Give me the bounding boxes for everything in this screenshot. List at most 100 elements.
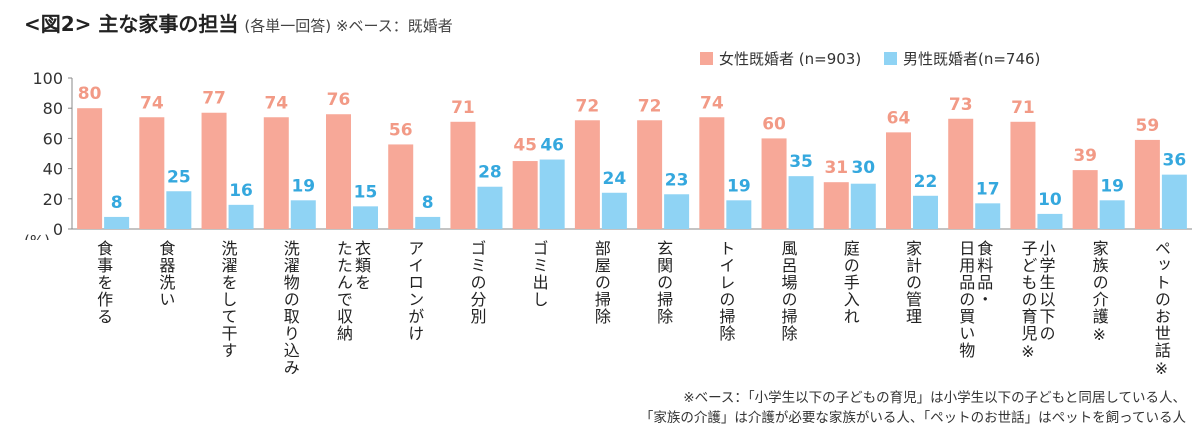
bar-female [77,108,103,229]
value-label-male: 19 [1100,176,1124,196]
bar-male [353,206,378,229]
x-tick-label: 玄関の掃除 [654,240,674,325]
value-label-female: 77 [202,89,226,109]
bar-male [913,195,938,229]
bar-male [788,176,814,229]
bar-male [290,200,316,229]
x-tick-label: 食器洗い [156,240,176,308]
x-tick-label: 洗濯をして干す [218,240,238,359]
x-tick-label: ゴミ出し [529,240,549,308]
bar-female [637,120,663,229]
footnote: ※ベース：「小学生以下の子どもの育児」は小学生以下の子どもと同居している人、 「… [640,388,1186,428]
x-tick-label: 食料品・ 日用品の買い物 [956,240,994,359]
legend-item-male: 男性既婚者(n=746) [883,48,1041,69]
bar-male [1099,200,1125,229]
bar-female [388,144,414,229]
value-label-female: 74 [140,93,164,113]
value-label-male: 8 [111,193,123,213]
x-tick-label: 部屋の掃除 [591,240,611,325]
x-tick-label: 家計の管理 [903,240,922,325]
value-label-male: 23 [665,170,689,190]
y-tick-label: 60 [43,129,63,148]
value-label-female: 59 [1136,116,1160,136]
legend: 女性既婚者 (n=903) 男性既婚者(n=746) [700,48,1058,69]
value-label-female: 64 [887,108,911,128]
value-label-female: 71 [451,98,475,118]
y-tick-label: 0 [53,220,63,239]
value-label-female: 31 [824,158,848,178]
value-label-male: 35 [789,152,813,172]
value-label-male: 8 [422,193,434,213]
x-tick-label: ペットのお世話※ [1151,240,1171,379]
value-label-male: 22 [914,172,938,192]
value-label-female: 45 [513,136,537,156]
value-label-male: 17 [976,179,1000,199]
value-label-female: 72 [576,96,600,116]
chart-title: <図2> 主な家事の担当 (各単一回答) ※ベース：既婚者 [24,8,453,37]
bar-female [201,112,227,229]
value-label-male: 24 [603,169,627,189]
bar-male [539,159,565,229]
bar-female [886,132,911,229]
bar-chart: 0 20 40 60 80 100 (%) 80 8 74 25 77 16 74 19 76 15 56 8 71 2… [24,69,1192,240]
x-tick-label: 食事を作る [94,240,114,325]
value-label-male: 19 [291,176,315,196]
legend-item-female: 女性既婚者 (n=903) [700,48,861,69]
bar-male [726,200,752,229]
category-labels: 食事を作る 食器洗い 洗濯をして干す 洗濯物の取り込み 衣類を たたんで収納 アイロンがけ… [0,240,1200,400]
y-axis-label: (%) [24,232,50,240]
bar-female [761,138,787,229]
bar-male [415,216,441,229]
bar-male [228,204,254,229]
bar-female [1134,139,1160,229]
value-label-male: 46 [540,136,564,156]
value-label-male: 30 [851,158,875,178]
value-label-male: 19 [727,176,751,196]
bar-female [1010,121,1036,229]
x-tick-label: 庭の手入れ [840,240,860,325]
value-label-female: 71 [1011,98,1035,118]
bar-female [139,117,165,229]
y-tick-label: 40 [43,160,63,179]
legend-label-female: 女性既婚者 (n=903) [719,50,862,68]
value-label-male: 25 [167,167,191,187]
value-label-female: 39 [1073,146,1097,166]
footnote-line-1: ※ベース：「小学生以下の子どもの育児」は小学生以下の子どもと同居している人、 [683,390,1186,406]
x-tick-label: 家族の介護※ [1089,240,1109,345]
legend-label-male: 男性既婚者(n=746) [902,50,1041,68]
bar-female [1072,170,1098,229]
bar-female [263,117,289,229]
legend-swatch-female [700,52,713,65]
value-label-male: 36 [1163,151,1187,171]
bar-male [1161,174,1187,229]
bar-male [1037,213,1063,229]
bar-male [850,183,876,229]
bar-male [601,192,627,229]
bar-male [166,191,192,229]
x-tick-label: 風呂場の掃除 [778,240,798,342]
bar-male [477,186,503,229]
title-subtitle: (各単一回答) ※ベース：既婚者 [244,17,453,35]
x-tick-label: アイロンがけ [405,240,425,342]
value-label-female: 56 [389,120,413,140]
value-label-male: 16 [229,181,253,201]
value-label-female: 80 [78,84,102,104]
x-tick-label: トイレの掃除 [716,240,736,342]
y-tick-label: 20 [43,190,63,209]
value-label-female: 60 [762,114,786,134]
bar-male [664,194,690,229]
y-tick-label: 100 [32,69,63,88]
legend-swatch-male [883,52,897,65]
bar-female [574,120,600,229]
bar-male [975,203,1001,229]
footnote-line-2: 「家族の介護」は介護が必要な家族がいる人、「ペットのお世話」はペットを飼っている… [639,410,1186,426]
bar-male [104,216,130,229]
y-tick-label: 80 [43,99,63,118]
x-tick-label: 洗濯物の取り込み [280,240,300,376]
x-tick-label: 衣類を たたんで収納 [334,240,371,342]
value-label-male: 28 [478,163,502,183]
title-main: <図2> 主な家事の担当 [24,12,239,36]
value-label-female: 74 [700,93,724,113]
bar-female [450,121,476,229]
value-label-female: 74 [264,93,288,113]
